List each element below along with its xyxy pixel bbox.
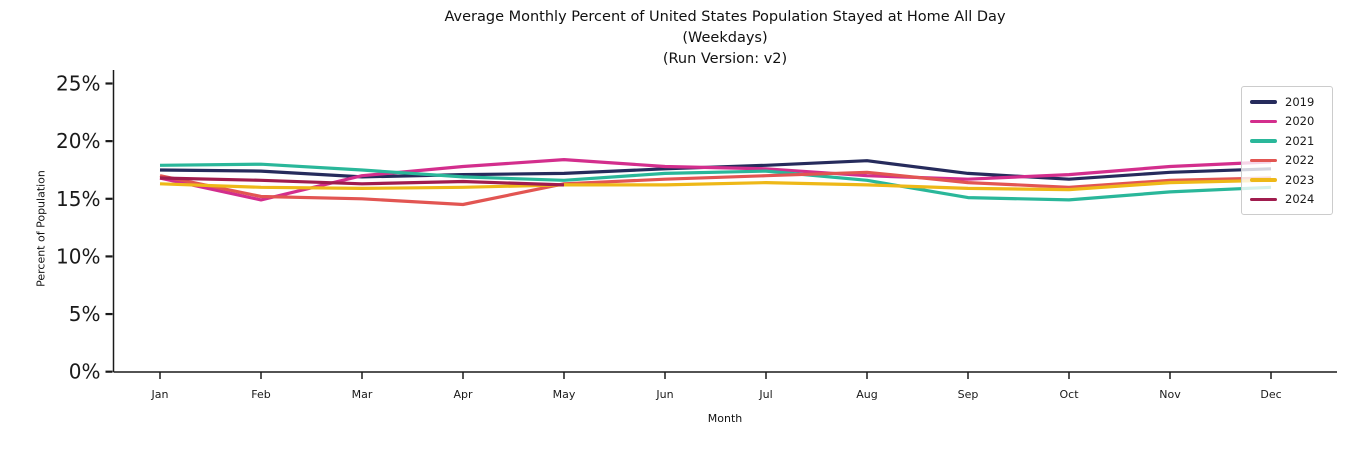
x-tick-label: Oct bbox=[1059, 388, 1079, 401]
x-tick-label: Apr bbox=[453, 388, 473, 401]
legend-entry-2024: 2024 bbox=[1250, 190, 1324, 210]
series-line-2021 bbox=[159, 162, 1272, 202]
series-line-2020 bbox=[159, 158, 1272, 202]
legend: 2019 2020 2021 2022 2023 2024 bbox=[1241, 86, 1333, 215]
series-line-2022 bbox=[159, 170, 1272, 207]
chart-title: Average Monthly Percent of United States… bbox=[113, 7, 1337, 70]
y-tick-label: 10% bbox=[56, 244, 100, 268]
legend-swatch-2021 bbox=[1250, 139, 1277, 143]
legend-swatch-2020 bbox=[1250, 119, 1277, 123]
y-tick-label: 20% bbox=[56, 129, 100, 153]
legend-label-2022: 2022 bbox=[1285, 153, 1315, 168]
y-tick-label: 15% bbox=[56, 187, 100, 211]
x-tick-label: May bbox=[553, 388, 576, 401]
x-tick-label: Jun bbox=[655, 388, 673, 401]
legend-label-2021: 2021 bbox=[1285, 133, 1315, 148]
y-tick-label: 5% bbox=[69, 302, 101, 326]
legend-label-2019: 2019 bbox=[1285, 94, 1315, 109]
legend-entry-2019: 2019 bbox=[1250, 92, 1324, 112]
legend-entry-2020: 2020 bbox=[1250, 112, 1324, 132]
x-tick-label: Aug bbox=[856, 388, 877, 401]
y-tick-label: 0% bbox=[69, 360, 101, 384]
x-tick-label: Jul bbox=[758, 388, 772, 401]
x-tick-label: Mar bbox=[352, 388, 373, 401]
legend-entry-2021: 2021 bbox=[1250, 131, 1324, 151]
x-tick-label: Feb bbox=[251, 388, 270, 401]
x-tick-label: Dec bbox=[1260, 388, 1281, 401]
title-line-2: (Weekdays) bbox=[682, 30, 768, 46]
x-tick-label: Nov bbox=[1159, 388, 1181, 401]
x-tick-label: Jan bbox=[151, 388, 169, 401]
title-line-1: Average Monthly Percent of United States… bbox=[444, 9, 1006, 25]
series-line-2024 bbox=[159, 176, 565, 187]
legend-label-2023: 2023 bbox=[1285, 172, 1315, 187]
legend-entry-2022: 2022 bbox=[1250, 151, 1324, 171]
legend-label-2024: 2024 bbox=[1285, 192, 1315, 207]
legend-swatch-2023 bbox=[1250, 178, 1277, 182]
series-line-2023 bbox=[159, 178, 1272, 192]
x-axis-label: Month bbox=[707, 412, 743, 425]
legend-swatch-2024 bbox=[1250, 197, 1277, 201]
legend-entry-2023: 2023 bbox=[1250, 170, 1324, 190]
legend-label-2020: 2020 bbox=[1285, 114, 1315, 129]
legend-swatch-2019 bbox=[1250, 100, 1277, 104]
title-line-3: (Run Version: v2) bbox=[662, 51, 788, 67]
legend-swatch-2022 bbox=[1250, 158, 1277, 162]
x-tick-label: Sep bbox=[958, 388, 979, 401]
y-tick-label: 25% bbox=[56, 72, 100, 96]
